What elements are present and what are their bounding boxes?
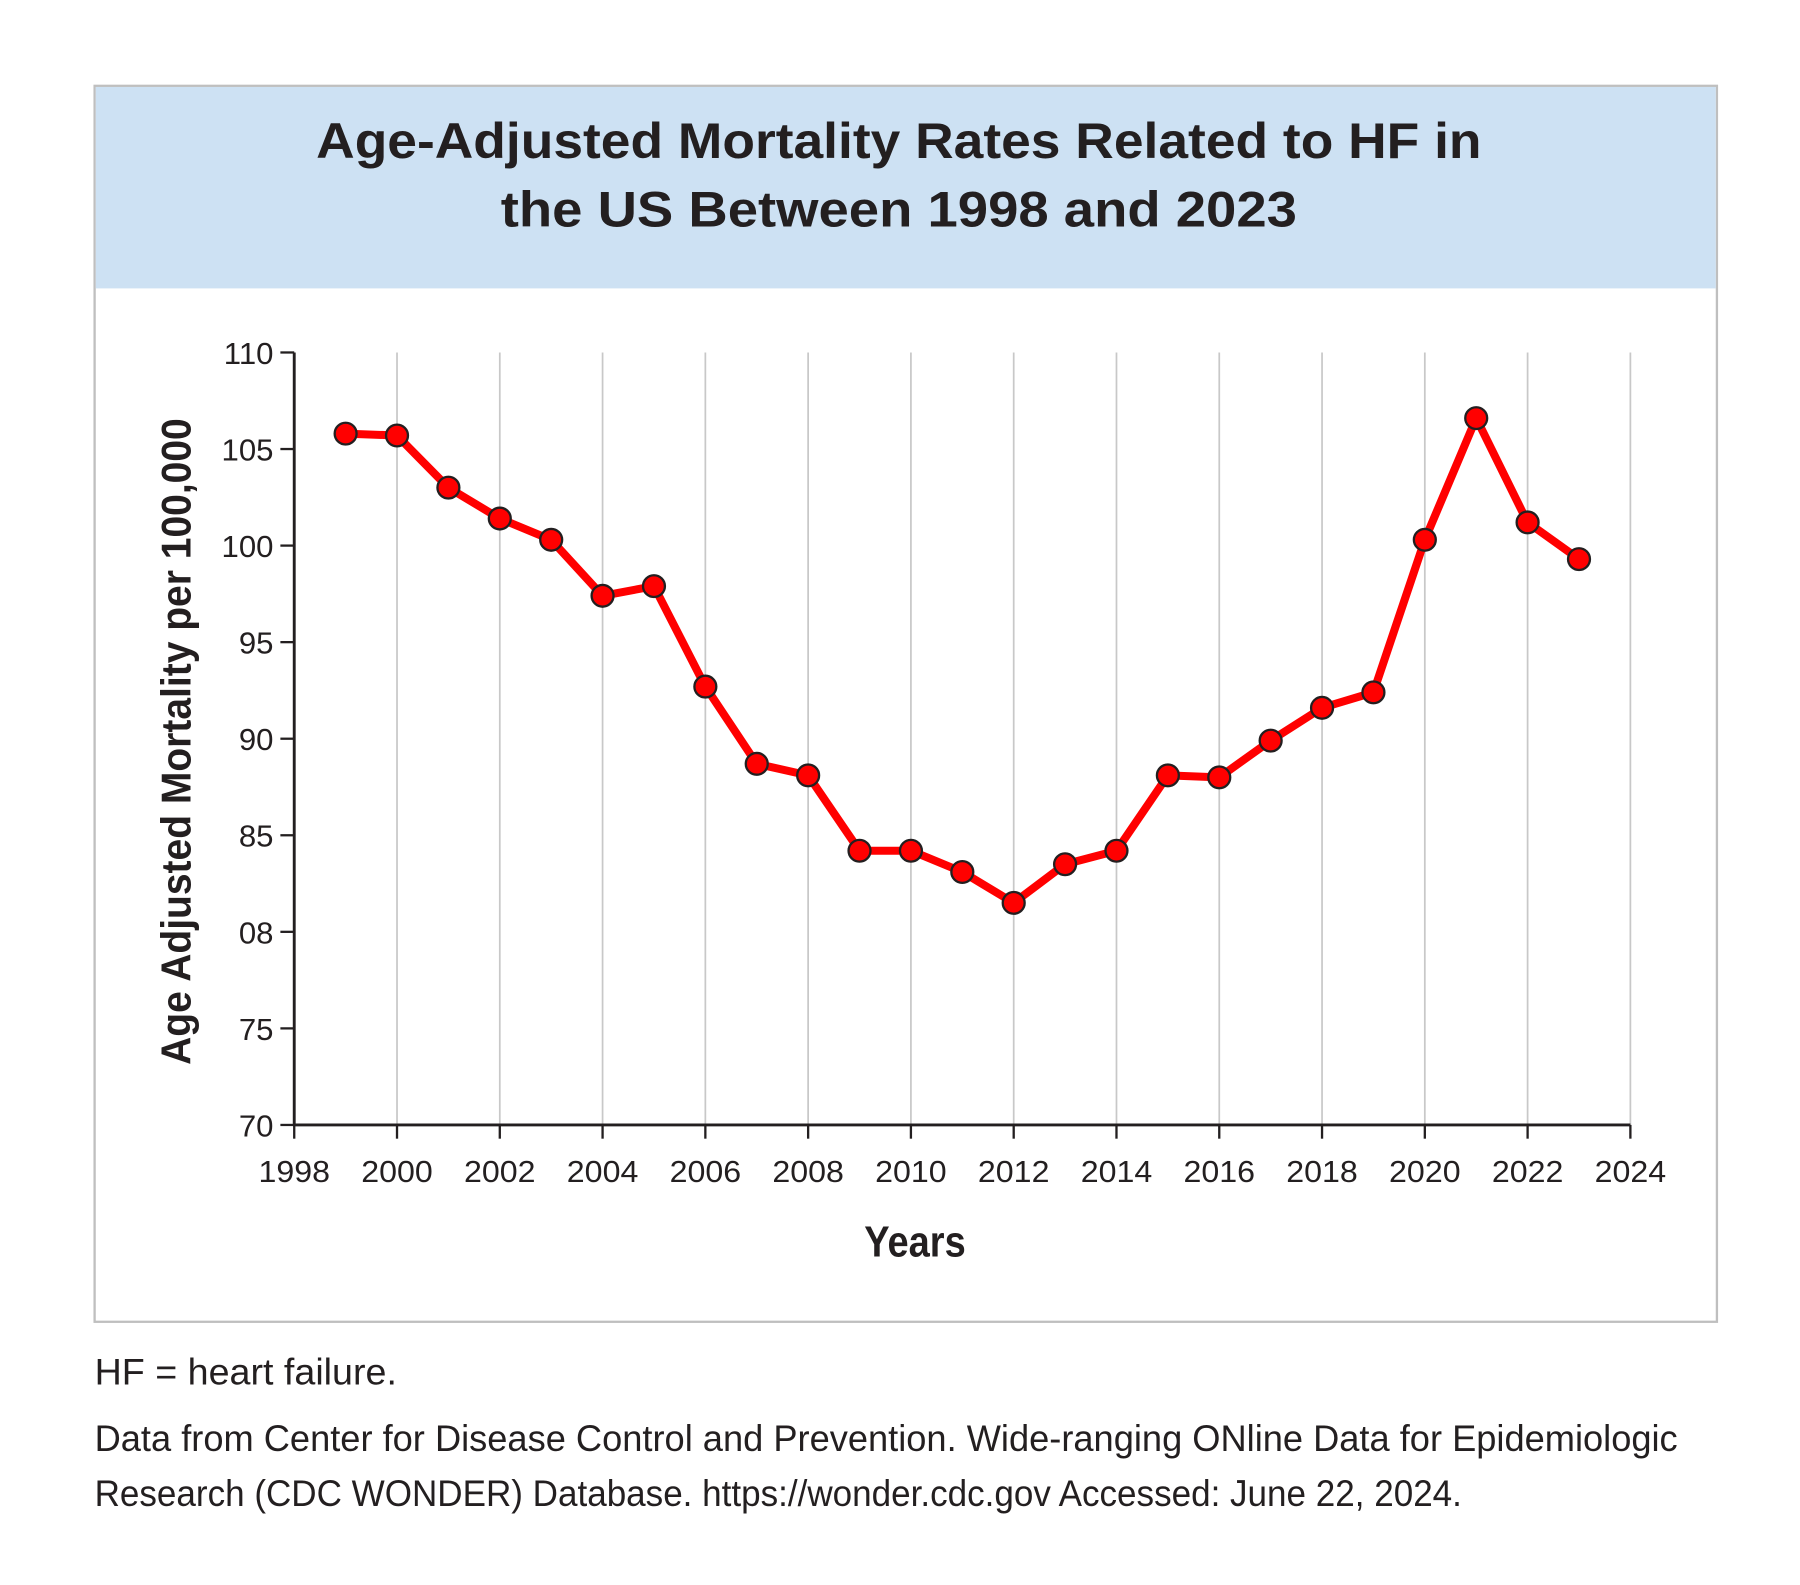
x-tick-label: 2000: [361, 1154, 433, 1189]
marker: [1052, 852, 1078, 877]
x-tick-label: 2018: [1286, 1154, 1358, 1189]
marker: [641, 574, 667, 599]
marker: [1464, 406, 1489, 431]
marker: [1001, 890, 1026, 915]
marker: [1207, 765, 1232, 790]
x-tick-label: 2010: [875, 1154, 947, 1189]
marker: [1361, 680, 1386, 705]
marker: [796, 763, 821, 788]
marker: [333, 421, 358, 446]
y-tick-label: 110: [224, 336, 274, 371]
x-tick-label: 2012: [978, 1154, 1050, 1189]
marker: [590, 583, 615, 608]
marker: [539, 527, 564, 552]
marker: [847, 838, 872, 863]
x-tick-label: 2020: [1389, 1154, 1461, 1189]
marker: [693, 674, 718, 699]
y-tick-label: 105: [221, 433, 273, 468]
marker: [1258, 728, 1283, 753]
marker: [487, 506, 512, 531]
marker: [436, 475, 461, 500]
marker: [1309, 695, 1335, 720]
marker: [950, 859, 975, 884]
y-tick-label: 95: [239, 626, 274, 661]
marker: [744, 751, 769, 776]
y-tick-label: 90: [239, 722, 274, 757]
footnote: Data from Center for Disease Control and…: [95, 1418, 1678, 1459]
footnote: HF = heart failure.: [95, 1352, 397, 1393]
chart-title: Age-Adjusted Mortality Rates Related to …: [316, 112, 1481, 169]
y-tick-label: 70: [239, 1109, 274, 1144]
x-tick-label: 2006: [670, 1154, 742, 1189]
x-tick-label: 1998: [258, 1154, 330, 1189]
x-tick-label: 2008: [772, 1154, 844, 1189]
chart-title: the US Between 1998 and 2023: [501, 181, 1297, 238]
x-axis-title: Years: [864, 1218, 966, 1267]
marker: [1566, 547, 1592, 572]
marker: [384, 423, 410, 448]
title-band: [95, 86, 1716, 289]
marker: [898, 838, 924, 863]
y-tick-label: 100: [221, 529, 273, 564]
x-tick-label: 2024: [1595, 1154, 1667, 1189]
x-tick-label: 2014: [1081, 1154, 1153, 1189]
y-tick-label: 08: [239, 915, 274, 950]
x-tick-label: 2016: [1183, 1154, 1255, 1189]
x-tick-label: 2002: [464, 1154, 536, 1189]
x-tick-label: 2004: [567, 1154, 639, 1189]
marker: [1104, 838, 1129, 863]
marker: [1515, 510, 1540, 535]
y-axis-title: Age Adjusted Mortality per 100,000: [153, 418, 199, 1065]
frame: [93, 84, 1719, 1323]
y-tick-label: 85: [239, 819, 274, 854]
marker: [1412, 527, 1437, 552]
footnote: Research (CDC WONDER) Database. https://…: [95, 1473, 1462, 1514]
y-tick-label: 75: [239, 1012, 274, 1047]
x-tick-label: 2022: [1492, 1154, 1564, 1189]
marker: [1155, 763, 1180, 788]
